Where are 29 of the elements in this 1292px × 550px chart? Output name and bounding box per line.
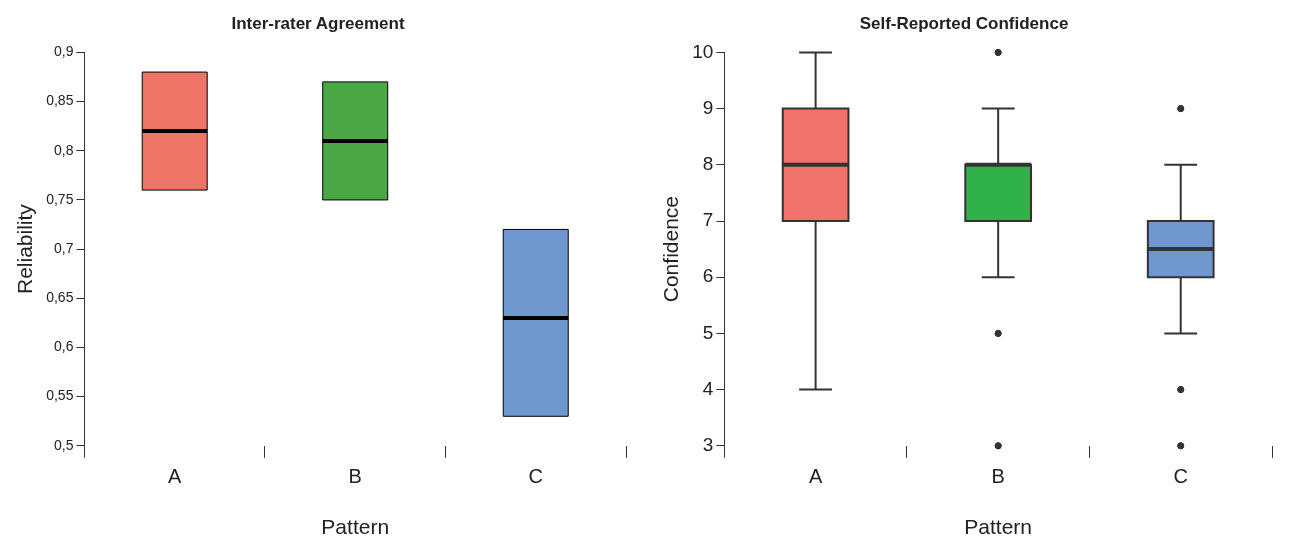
y-tick-label: 0,75 — [46, 190, 74, 207]
y-tick-label: 0,6 — [53, 338, 74, 355]
y-tick-label: 0,9 — [53, 43, 74, 60]
y-tick-label: 7 — [702, 209, 714, 231]
x-tick-label: C — [1173, 465, 1188, 488]
x-tick-label: C — [528, 465, 543, 488]
x-tick-label: A — [168, 465, 183, 488]
chart-title: Self-Reported Confidence — [859, 13, 1069, 33]
y-axis-title: Confidence — [659, 195, 683, 303]
y-tick-label: 0,5 — [53, 436, 74, 453]
y-tick-label: 3 — [702, 434, 714, 456]
x-axis-title: Pattern — [321, 515, 390, 539]
x-tick-label: B — [348, 465, 362, 488]
y-tick-label: 0,7 — [53, 239, 74, 256]
x-tick-label: B — [991, 465, 1005, 488]
y-tick-label: 8 — [702, 153, 714, 175]
y-tick-label: 5 — [702, 321, 714, 343]
x-tick-label: A — [808, 465, 823, 488]
y-tick-label: 9 — [702, 96, 714, 118]
y-tick-label: 0,65 — [46, 289, 74, 306]
y-tick-label: 4 — [702, 377, 714, 399]
y-tick-label: 0,85 — [46, 92, 74, 109]
y-tick-label: 0,8 — [53, 141, 74, 158]
x-axis-title: Pattern — [964, 515, 1033, 539]
y-tick-label: 0,55 — [46, 387, 74, 404]
y-tick-label: 10 — [692, 40, 714, 62]
y-tick-label: 6 — [702, 265, 714, 287]
chart-title: Inter-rater Agreement — [231, 13, 405, 33]
y-axis-title: Reliability — [13, 203, 37, 295]
